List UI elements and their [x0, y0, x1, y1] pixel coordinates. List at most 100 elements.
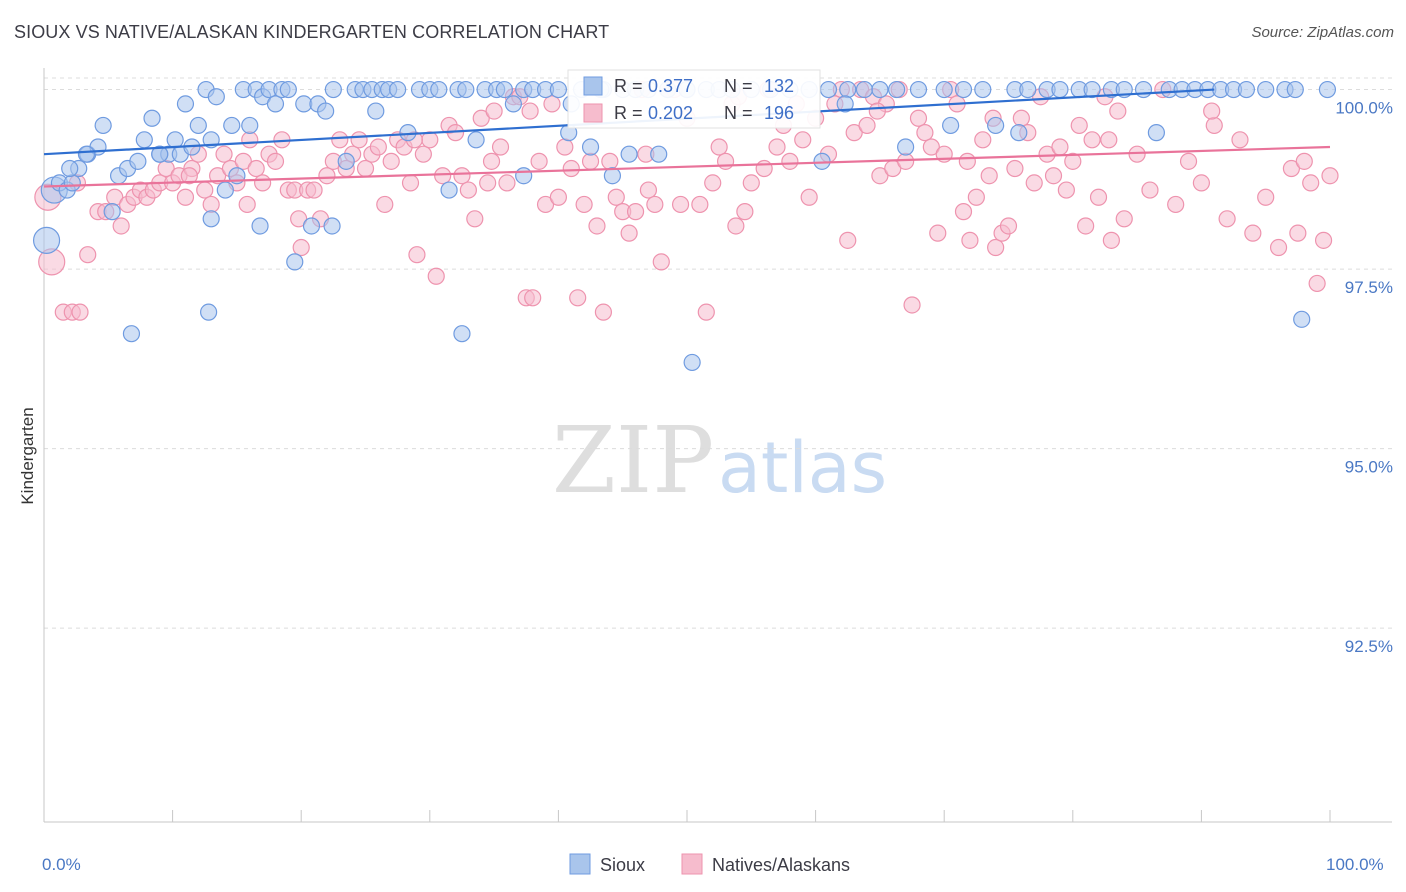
native-point — [305, 181, 323, 199]
sioux-point — [888, 80, 906, 99]
native-point — [967, 188, 985, 206]
native-point — [369, 138, 387, 156]
sioux-point — [954, 80, 973, 99]
native-point — [1289, 224, 1307, 242]
sioux-point — [251, 217, 269, 235]
native-point — [736, 203, 754, 221]
native-point — [639, 181, 658, 199]
sioux-point — [942, 116, 960, 135]
legend-native-swatch[interactable] — [681, 853, 703, 875]
native-point — [1070, 116, 1088, 135]
sioux-point — [1147, 124, 1165, 142]
native-point — [536, 195, 555, 214]
sioux-point — [855, 80, 874, 99]
sioux-point — [77, 145, 96, 163]
sioux-point — [202, 210, 220, 228]
sioux-r-value: 0.377 — [648, 76, 693, 96]
legend-sioux-swatch[interactable] — [569, 853, 591, 875]
native-point — [1218, 210, 1236, 228]
native-point — [1051, 138, 1069, 156]
native-point — [1205, 116, 1223, 135]
native-point — [247, 159, 265, 178]
sioux-point — [1010, 124, 1028, 142]
native-point — [594, 303, 613, 321]
sioux-point — [399, 124, 417, 142]
native-point — [459, 181, 477, 199]
native-point — [479, 174, 497, 192]
sioux-point — [935, 80, 953, 99]
y-tick-label: 92.5% — [1345, 637, 1393, 656]
sioux-point — [819, 80, 838, 99]
sioux-point — [603, 167, 622, 185]
native-point — [556, 138, 574, 156]
native-point — [646, 195, 664, 214]
native-n-value: 196 — [764, 103, 794, 123]
sioux-point — [223, 116, 241, 135]
sioux-point — [620, 145, 638, 163]
source-text: Source: ZipAtlas.com — [1251, 24, 1394, 41]
sioux-point — [367, 102, 385, 120]
native-point — [482, 152, 501, 170]
sioux-point — [504, 95, 522, 113]
sioux-point — [1051, 80, 1069, 99]
sioux-point — [515, 167, 533, 185]
native-point — [498, 174, 516, 192]
sioux-point — [302, 217, 321, 235]
stats-box — [567, 69, 821, 129]
native-point — [1083, 131, 1101, 149]
native-point — [581, 152, 600, 170]
sioux-point — [129, 152, 147, 170]
native-point — [530, 152, 548, 170]
sioux-point — [453, 325, 471, 343]
native-trend-line — [43, 145, 1331, 188]
sioux-point — [1286, 80, 1304, 99]
sioux-point — [286, 253, 304, 271]
native-point — [588, 217, 606, 235]
native-point — [491, 138, 510, 156]
native-point — [575, 195, 593, 214]
sioux-point — [650, 145, 668, 163]
native-point — [845, 124, 863, 142]
native-point — [916, 124, 934, 142]
sioux-point — [200, 303, 218, 321]
native-point — [1102, 231, 1120, 249]
sioux-point — [1257, 80, 1275, 99]
chart-title: SIOUX VS NATIVE/ALASKAN KINDERGARTEN COR… — [14, 22, 610, 42]
native-point — [1115, 210, 1133, 228]
stats-legend: R = 0.377 N = 132 R = 0.202 N = 196 — [567, 69, 821, 129]
native-point — [1077, 217, 1095, 235]
x-ticks — [43, 810, 1331, 822]
native-point — [1269, 238, 1288, 257]
native-point — [254, 174, 272, 192]
sioux-point — [176, 95, 195, 113]
native-point — [671, 195, 690, 214]
legend-native-label[interactable]: Natives/Alaskans — [712, 855, 850, 875]
sioux-point — [836, 95, 854, 113]
sioux-point — [1237, 80, 1256, 99]
native-point — [209, 167, 227, 185]
native-point — [1038, 145, 1056, 163]
native-point — [781, 152, 799, 170]
native-point — [485, 102, 503, 120]
native-point — [987, 238, 1005, 257]
legend-sioux-label[interactable]: Sioux — [600, 855, 645, 875]
sioux-point — [1318, 80, 1337, 99]
native-point — [710, 138, 728, 156]
native-point — [292, 238, 310, 257]
native-point — [453, 167, 471, 185]
sioux-points — [32, 80, 1337, 372]
sioux-point — [151, 145, 169, 163]
native-point — [868, 102, 886, 120]
sioux-n-value: 132 — [764, 76, 794, 96]
native-point — [768, 138, 786, 156]
watermark-atlas: atlas — [718, 427, 887, 509]
native-point — [234, 152, 252, 170]
sioux-point — [1083, 80, 1101, 99]
sioux-point — [103, 203, 121, 221]
native-point — [980, 167, 998, 185]
sioux-point — [266, 95, 285, 113]
sioux-point — [63, 174, 81, 192]
sioux-point — [143, 109, 161, 127]
native-point — [1006, 159, 1024, 178]
